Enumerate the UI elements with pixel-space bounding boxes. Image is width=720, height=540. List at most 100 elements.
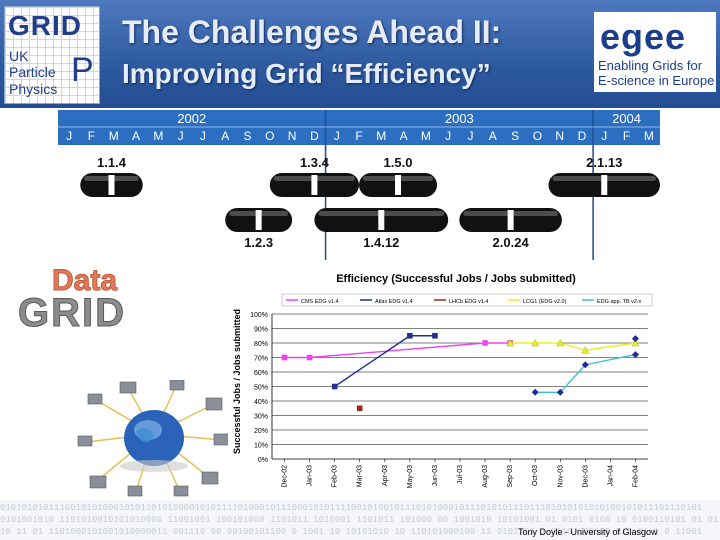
data-point [556,339,565,347]
chart-x-tick-label: Jul-03 [457,465,464,484]
chart-y-tick-label: 30% [254,414,268,421]
timeline-month-label: A [132,129,140,143]
data-point [407,332,413,339]
chart-y-tick-label: 20% [254,428,268,435]
egee-logo: egee Enabling Grids for E-science in Eur… [594,12,716,92]
release-marker: 1.3.4 [269,155,359,197]
data-point [556,388,564,396]
release-marker: 1.1.4 [80,155,143,197]
data-point [581,346,590,354]
chart-y-tick-label: 90% [254,327,268,334]
egee-wordmark: egee [600,16,687,57]
slide-title-line1: The Challenges Ahead II: [122,14,502,50]
chart-y-tick-label: 80% [254,341,268,348]
chart-x-tick-label: Jan-04 [607,465,614,487]
chart-legend: CMS EDG v1.4 Atlas EDG v1.4 LHCb EDG v1.4 L… [281,293,653,307]
release-tick [601,175,608,195]
data-point [482,340,488,346]
series-line [559,364,586,393]
release-tick [378,210,385,230]
data-point [331,383,338,390]
gridpp-logo-grid: GRID [8,10,82,41]
timeline-month-label: J [66,129,72,143]
data-point [306,354,313,361]
release-tick [311,175,318,195]
timeline-month-label: F [623,129,630,143]
timeline-month-label: F [355,129,362,143]
timeline-month-label: M [376,129,386,143]
release-marker: 2.0.24 [459,208,562,250]
chart-title: Efficiency (Successful Jobs / Jobs submi… [336,273,576,285]
timeline-month-label: A [400,129,408,143]
release-tick [507,210,514,230]
timeline-month-label: J [178,129,184,143]
binary-row-3: 10 11 01 1101000101001010000011 001110 0… [0,527,703,537]
egee-tagline: Enabling Grids for E-science in Europe [598,58,714,88]
release-tick [108,175,115,195]
series-line [585,342,636,351]
chart-x-tick-label: Aug-03 [482,465,489,488]
release-marker: 1.2.3 [225,208,293,250]
binary-row-1: 0101010101110010101000101011010100001010… [0,503,703,513]
release-tick [255,210,262,230]
release-marker: 1.4.12 [314,208,449,250]
timeline-month-label: S [244,129,252,143]
release-version-label: 2.0.24 [493,235,530,250]
series-line [560,342,586,351]
gridpp-logo-particle: Particle [9,64,56,80]
chart-x-tick-label: Nov-03 [557,465,564,488]
footer-band [0,500,720,540]
chart-legend-box [281,293,653,307]
release-version-label: 1.3.4 [300,155,330,170]
chart-y-tick-label: 0% [258,457,268,464]
release-version-label: 1.2.3 [244,235,273,250]
timeline-month-label: M [644,129,654,143]
datagrid-logo: Data GRID [18,264,126,335]
data-point [356,405,363,412]
data-point [432,332,438,339]
chart-x-tick-label: Dec-02 [282,465,289,488]
timeline-month-label: J [200,129,206,143]
data-point [531,388,539,396]
release-version-label: 1.1.4 [97,155,127,170]
legend-label: EDG app. TB v2.x [597,299,641,305]
timeline-month-label: J [601,129,607,143]
release-tick [395,175,402,195]
egee-tagline-line2: E-science in Europe [598,73,715,88]
chart-x-tick-label: Jan-03 [307,465,314,487]
release-version-label: 1.5.0 [384,155,413,170]
series-line [334,335,411,388]
datagrid-logo-grid: GRID [18,291,126,334]
gridpp-logo-physics: Physics [9,81,58,97]
chart-x-tick-label: Feb-03 [332,465,339,487]
chart-x-tick-label: Feb-04 [632,465,639,487]
timeline-month-label: M [109,129,119,143]
chart-y-tick-label: 70% [254,356,268,363]
chart-x-tick-label: Mar-03 [357,465,364,487]
footer-credit: Tony Doyle - University of Glasgow [518,527,658,537]
data-point [631,335,639,343]
timeline-month-label: M [421,129,431,143]
chart-y-tick-label: 50% [254,385,268,392]
legend-label: Atlas EDG v1.4 [375,299,413,305]
grid-network-illustration [77,380,230,497]
data-point [506,339,514,347]
efficiency-chart: Efficiency (Successful Jobs / Jobs submi… [228,262,660,496]
legend-label: LHCb EDG v1.4 [449,299,488,305]
series-line [585,353,636,366]
chart-x-tick-label: Jun-03 [432,465,439,487]
data-point [581,361,589,369]
gridpp-logo-uk: UK [9,48,29,64]
legend-label: LCG1 (EDG v2.0) [523,299,567,305]
chart-x-tick-label: Sep-03 [507,465,514,488]
timeline-month-label: A [221,129,229,143]
timeline-month-label: J [334,129,340,143]
chart-x-tick-label: May-03 [407,465,414,488]
timeline-month-label: F [88,129,95,143]
binary-row-2: 0101001010 1101010010101010000 11001001 … [0,515,719,525]
series-line [309,342,486,359]
timeline-year-label: 2003 [445,111,474,126]
timeline-month-label: D [310,129,319,143]
chart-x-tick-label: Dec-03 [582,465,589,488]
chart-y-tick-label: 60% [254,370,268,377]
